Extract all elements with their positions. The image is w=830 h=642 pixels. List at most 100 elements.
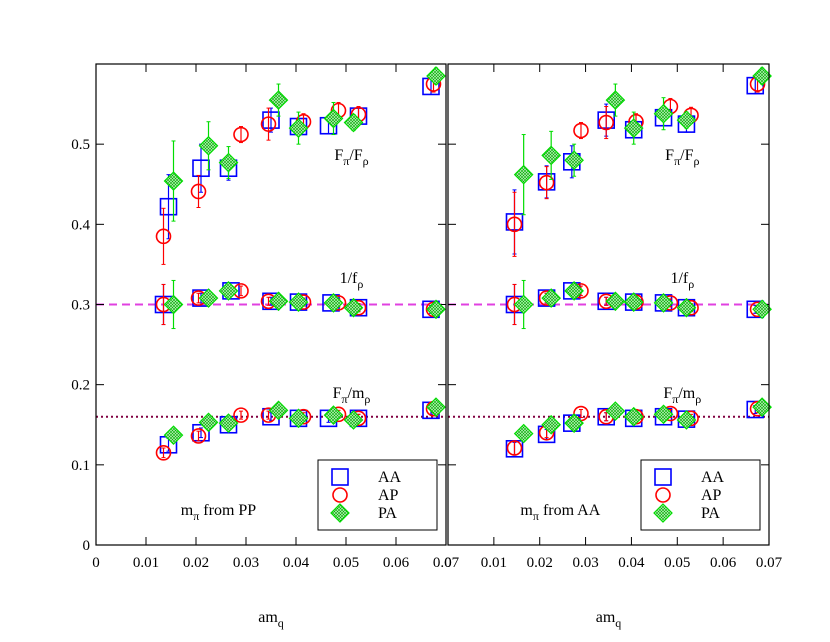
x-tick-label: 0 [92, 555, 100, 571]
annotation-part: π [193, 509, 199, 523]
x-axis-label-part: am [258, 609, 278, 626]
x-axis-label: amq [258, 609, 284, 630]
marker-diamond [323, 108, 344, 129]
x-tick-label: 0.02 [527, 555, 553, 571]
y-tick-label: 0.5 [71, 137, 90, 153]
marker-diamond [163, 171, 184, 191]
annotation-part: 1/f [670, 270, 688, 287]
y-tick-label: 0.2 [71, 378, 90, 394]
annotation-part: ρ [688, 277, 694, 291]
annotation-part: ρ [364, 392, 370, 406]
error-bar [544, 166, 549, 200]
marker-diamond [426, 299, 446, 320]
marker-circle [506, 216, 523, 233]
marker-diamond [268, 90, 289, 110]
annotation-part: ρ [357, 277, 363, 291]
x-tick-label: 0.06 [710, 555, 737, 571]
marker-diamond [343, 112, 364, 133]
marker-diamond [541, 288, 562, 308]
x-tick-label: 0.03 [233, 555, 259, 571]
legend-label: AA [378, 469, 402, 486]
annotation-part: 1/f [340, 270, 358, 287]
annotation-part: π [672, 392, 678, 406]
x-tick-label: 0.06 [383, 555, 410, 571]
marker-diamond [752, 397, 772, 417]
marker-circle [598, 114, 615, 131]
marker-square [159, 197, 178, 216]
plot-frame [447, 63, 770, 546]
marker-diamond [676, 297, 697, 318]
marker-diamond [163, 425, 184, 446]
annotation-part: F [665, 147, 674, 164]
marker-diamond [426, 66, 446, 86]
annotation-part: from PP [199, 502, 256, 519]
x-tick-label: 0.05 [333, 555, 359, 571]
marker-diamond [513, 294, 534, 315]
marker-diamond [288, 292, 309, 312]
marker-diamond [653, 503, 673, 523]
annotation-part: m [181, 502, 194, 519]
x-tick-label: 0.07 [756, 555, 783, 571]
x-tick-label: 0.07 [433, 555, 460, 571]
marker-circle [190, 428, 207, 444]
marker-diamond [198, 412, 219, 433]
x-tick-label: 0.04 [283, 555, 310, 571]
marker-diamond [513, 164, 534, 185]
marker-circle [155, 228, 172, 245]
marker-diamond [653, 103, 674, 124]
error-bar [196, 430, 201, 442]
marker-circle [332, 487, 348, 503]
error-bar [239, 410, 243, 420]
annotation: 1/fρ [340, 270, 364, 291]
y-tick-label: 0.4 [71, 217, 90, 233]
annotation-part: F [333, 385, 342, 402]
marker-diamond [752, 299, 772, 320]
marker-diamond [323, 293, 344, 313]
annotation: Fπ/Fρ [665, 147, 699, 168]
marker-square [654, 468, 672, 486]
marker-diamond [676, 110, 697, 130]
annotation-part: π [341, 392, 347, 406]
marker-diamond [343, 297, 364, 318]
marker-diamond [623, 118, 644, 138]
error-bar [578, 409, 583, 419]
annotation: mπ from AA [520, 502, 600, 523]
x-tick-label: 0.02 [183, 555, 209, 571]
x-axis-label-part: am [596, 609, 616, 626]
y-tick-label: 0 [83, 538, 91, 554]
error-bar [161, 283, 166, 326]
annotation-part: π [533, 509, 539, 523]
marker-circle [233, 407, 249, 423]
x-axis-label-part: q [615, 616, 621, 630]
legend-label: AP [701, 487, 722, 504]
error-bar [196, 174, 201, 208]
marker-diamond [623, 406, 644, 427]
annotation-part: ρ [695, 392, 701, 406]
x-axis-label-part: q [278, 616, 284, 630]
plot-frame [95, 63, 447, 546]
marker-diamond [330, 503, 350, 523]
legend-label: AA [701, 469, 725, 486]
marker-diamond [605, 401, 626, 421]
annotation: 1/fρ [670, 270, 694, 291]
marker-circle [538, 174, 555, 191]
marker-diamond [564, 413, 584, 433]
annotation-part: ρ [693, 154, 699, 168]
x-tick-label: 0.01 [133, 555, 159, 571]
annotation-part: F [334, 147, 343, 164]
marker-diamond [605, 291, 626, 312]
annotation: Fπ/mρ [333, 385, 371, 406]
marker-diamond [752, 66, 772, 86]
error-bar [196, 292, 201, 304]
marker-diamond [653, 293, 674, 313]
marker-diamond [198, 288, 219, 308]
marker-diamond [564, 281, 584, 301]
marker-circle [190, 183, 207, 200]
marker-circle [573, 122, 589, 139]
marker-circle [655, 487, 671, 503]
marker-diamond [605, 90, 626, 110]
error-bar [161, 447, 166, 459]
marker-diamond [426, 397, 446, 417]
annotation-part: F [663, 385, 672, 402]
